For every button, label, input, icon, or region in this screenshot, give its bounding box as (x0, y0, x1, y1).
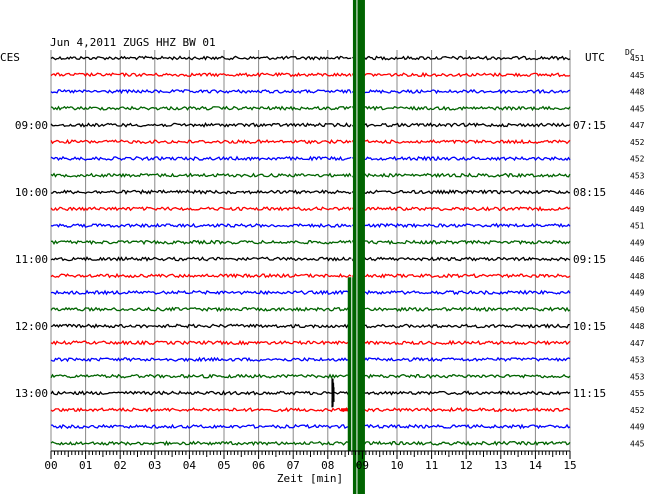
seismic-trace (50, 105, 571, 112)
seismic-trace (50, 390, 571, 396)
dc-value: 445 (630, 104, 645, 113)
dc-value: 445 (630, 439, 645, 448)
right-hour-label: 08:15 (573, 186, 606, 199)
dc-value: 452 (630, 406, 645, 415)
seismic-trace (50, 306, 571, 313)
x-tick-label: 07 (287, 459, 300, 472)
dc-value: 449 (630, 289, 645, 298)
x-tick-label: 09 (356, 459, 369, 472)
seismic-trace (50, 88, 571, 95)
left-hour-label: 13:00 (15, 387, 48, 400)
x-tick-label: 08 (321, 459, 334, 472)
seismic-trace (50, 138, 571, 145)
dc-value: 449 (630, 423, 645, 432)
seismic-trace (50, 406, 571, 413)
seismic-trace (50, 222, 571, 229)
dc-value: 453 (630, 356, 645, 365)
x-tick-label: 01 (79, 459, 92, 472)
x-tick-label: 12 (460, 459, 473, 472)
dc-value: 445 (630, 71, 645, 80)
seismic-trace (50, 289, 571, 296)
x-tick-label: 03 (148, 459, 161, 472)
left-hour-label: 09:00 (15, 119, 48, 132)
seismic-trace (50, 71, 571, 78)
x-tick-label: 14 (529, 459, 543, 472)
seismic-trace (50, 356, 571, 363)
seismic-trace (50, 272, 571, 279)
x-tick-label: 02 (114, 459, 127, 472)
time-axis: 00 01 02 03 04 05 06 07 08 09 10 11 12 13 14 15 (44, 450, 577, 472)
axis-labels: Jun 4,2011 ZUGS HHZ BW 01 CES UTC DC Zei… (0, 36, 645, 485)
left-hour-label: 12:00 (15, 320, 48, 333)
dc-value: 448 (630, 88, 645, 97)
x-tick-label: 11 (425, 459, 438, 472)
seismic-trace (51, 423, 571, 430)
seismic-trace (51, 239, 571, 246)
right-hour-label: 09:15 (573, 253, 606, 266)
left-hour-label: 11:00 (15, 253, 48, 266)
dc-value: 446 (630, 255, 645, 264)
x-tick-label: 13 (494, 459, 507, 472)
right-timezone-label: UTC (585, 51, 605, 64)
x-tick-label: 05 (217, 459, 230, 472)
dc-value: 448 (630, 272, 645, 281)
dc-value: 453 (630, 171, 645, 180)
x-axis-label: Zeit [min] (277, 472, 343, 485)
dc-value: 450 (630, 305, 645, 314)
seismic-trace (50, 256, 571, 262)
left-timezone-label: CES (0, 51, 20, 64)
dc-value: 449 (630, 205, 645, 214)
dc-value: 447 (630, 339, 645, 348)
dc-value: 451 (630, 54, 645, 63)
right-hour-label: 07:15 (573, 119, 606, 132)
x-tick-label: 00 (44, 459, 57, 472)
x-tick-label: 04 (183, 459, 197, 472)
x-tick-label: 15 (563, 459, 576, 472)
dc-value: 451 (630, 222, 645, 231)
dc-value: 452 (630, 138, 645, 147)
seismic-trace (50, 55, 571, 61)
right-hour-label: 10:15 (573, 320, 606, 333)
seismic-trace (50, 172, 571, 179)
seismic-trace (50, 155, 571, 162)
saturated-event (352, 0, 365, 494)
event-signals (331, 0, 365, 494)
dc-column-label: DC (625, 48, 635, 57)
left-hour-label: 10:00 (15, 186, 48, 199)
dc-value: 455 (630, 389, 645, 398)
seismic-trace (50, 323, 570, 329)
dc-value: 446 (630, 188, 645, 197)
x-tick-label: 10 (390, 459, 403, 472)
seismic-trace (50, 339, 571, 346)
dc-value: 449 (630, 238, 645, 247)
time-grid (50, 50, 571, 451)
seismic-traces (50, 55, 571, 447)
chart-header: Jun 4,2011 ZUGS HHZ BW 01 (50, 36, 216, 49)
seismic-trace (50, 373, 571, 380)
dc-value: 452 (630, 155, 645, 164)
seismic-trace (50, 122, 571, 128)
dc-value: 448 (630, 322, 645, 331)
x-tick-label: 06 (252, 459, 265, 472)
seismic-trace (50, 189, 570, 195)
seismic-trace (50, 440, 571, 447)
event-signal (331, 378, 335, 408)
seismic-trace (50, 205, 571, 212)
dc-value: 447 (630, 121, 645, 130)
dc-value: 453 (630, 372, 645, 381)
right-hour-label: 11:15 (573, 387, 606, 400)
